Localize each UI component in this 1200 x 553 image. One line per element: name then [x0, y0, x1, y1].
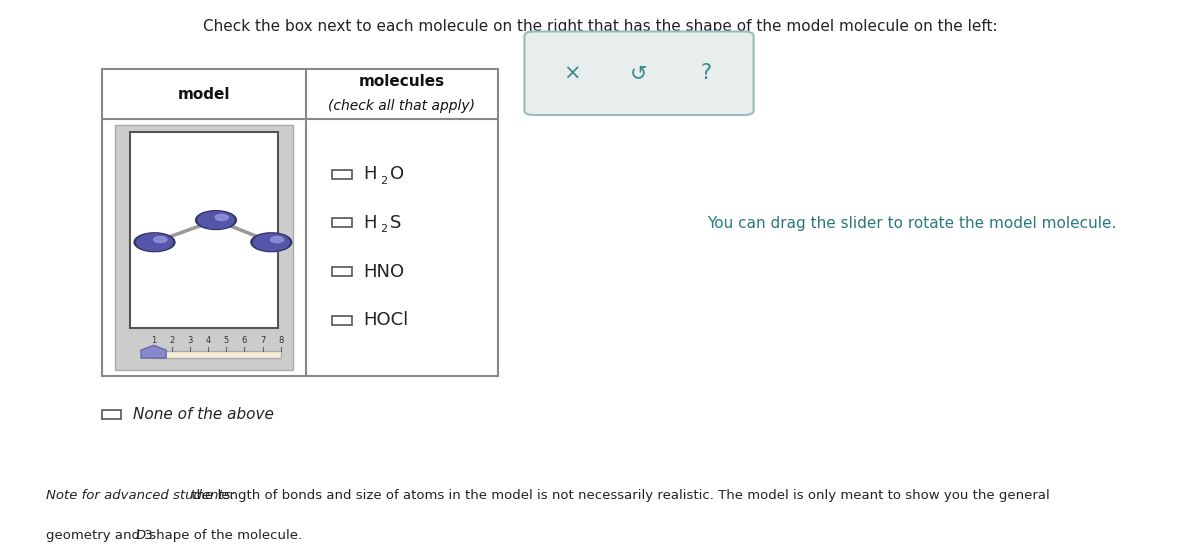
- Text: 8: 8: [278, 336, 283, 345]
- Circle shape: [154, 237, 167, 243]
- Text: O: O: [390, 165, 404, 183]
- Text: ?: ?: [701, 63, 712, 84]
- Text: shape of the molecule.: shape of the molecule.: [145, 529, 302, 542]
- Text: 2: 2: [380, 176, 388, 186]
- Circle shape: [196, 211, 236, 229]
- Text: the length of bonds and size of atoms in the model is not necessarily realistic.: the length of bonds and size of atoms in…: [187, 489, 1050, 503]
- Bar: [115, 125, 293, 370]
- Text: ↺: ↺: [630, 63, 648, 84]
- Text: You can drag the slider to rotate the model molecule.: You can drag the slider to rotate the mo…: [707, 216, 1117, 232]
- Text: None of the above: None of the above: [133, 407, 274, 422]
- Bar: [154, 351, 281, 357]
- Text: 7: 7: [260, 336, 265, 345]
- Circle shape: [270, 237, 283, 243]
- Bar: [332, 170, 352, 179]
- Bar: [102, 69, 498, 376]
- Text: 5: 5: [223, 336, 229, 345]
- Text: 6: 6: [241, 336, 247, 345]
- Circle shape: [253, 234, 289, 251]
- Text: (check all that apply): (check all that apply): [329, 99, 475, 113]
- Circle shape: [134, 233, 175, 252]
- Text: 4: 4: [205, 336, 211, 345]
- Text: 2: 2: [169, 336, 174, 345]
- Circle shape: [251, 233, 292, 252]
- Bar: [332, 218, 352, 227]
- Text: D: D: [136, 529, 146, 542]
- Text: H: H: [364, 214, 377, 232]
- Bar: [332, 267, 352, 276]
- Text: HOCl: HOCl: [364, 311, 409, 329]
- Text: geometry and 3: geometry and 3: [46, 529, 152, 542]
- Text: S: S: [390, 214, 401, 232]
- Circle shape: [198, 212, 234, 228]
- Text: Note for advanced students:: Note for advanced students:: [46, 489, 235, 503]
- Text: molecules: molecules: [359, 74, 445, 90]
- Circle shape: [137, 234, 173, 251]
- Text: model: model: [178, 86, 230, 102]
- Text: Check the box next to each molecule on the right that has the shape of the model: Check the box next to each molecule on t…: [203, 19, 997, 34]
- Bar: [102, 410, 121, 419]
- Circle shape: [215, 215, 228, 221]
- Bar: [332, 316, 352, 325]
- Polygon shape: [142, 345, 166, 358]
- Bar: [130, 132, 278, 328]
- FancyBboxPatch shape: [524, 32, 754, 115]
- Text: H: H: [364, 165, 377, 183]
- Text: 3: 3: [187, 336, 193, 345]
- Text: 1: 1: [151, 336, 156, 345]
- Text: HNO: HNO: [364, 263, 404, 280]
- Text: 2: 2: [380, 225, 388, 234]
- Text: ×: ×: [563, 63, 581, 84]
